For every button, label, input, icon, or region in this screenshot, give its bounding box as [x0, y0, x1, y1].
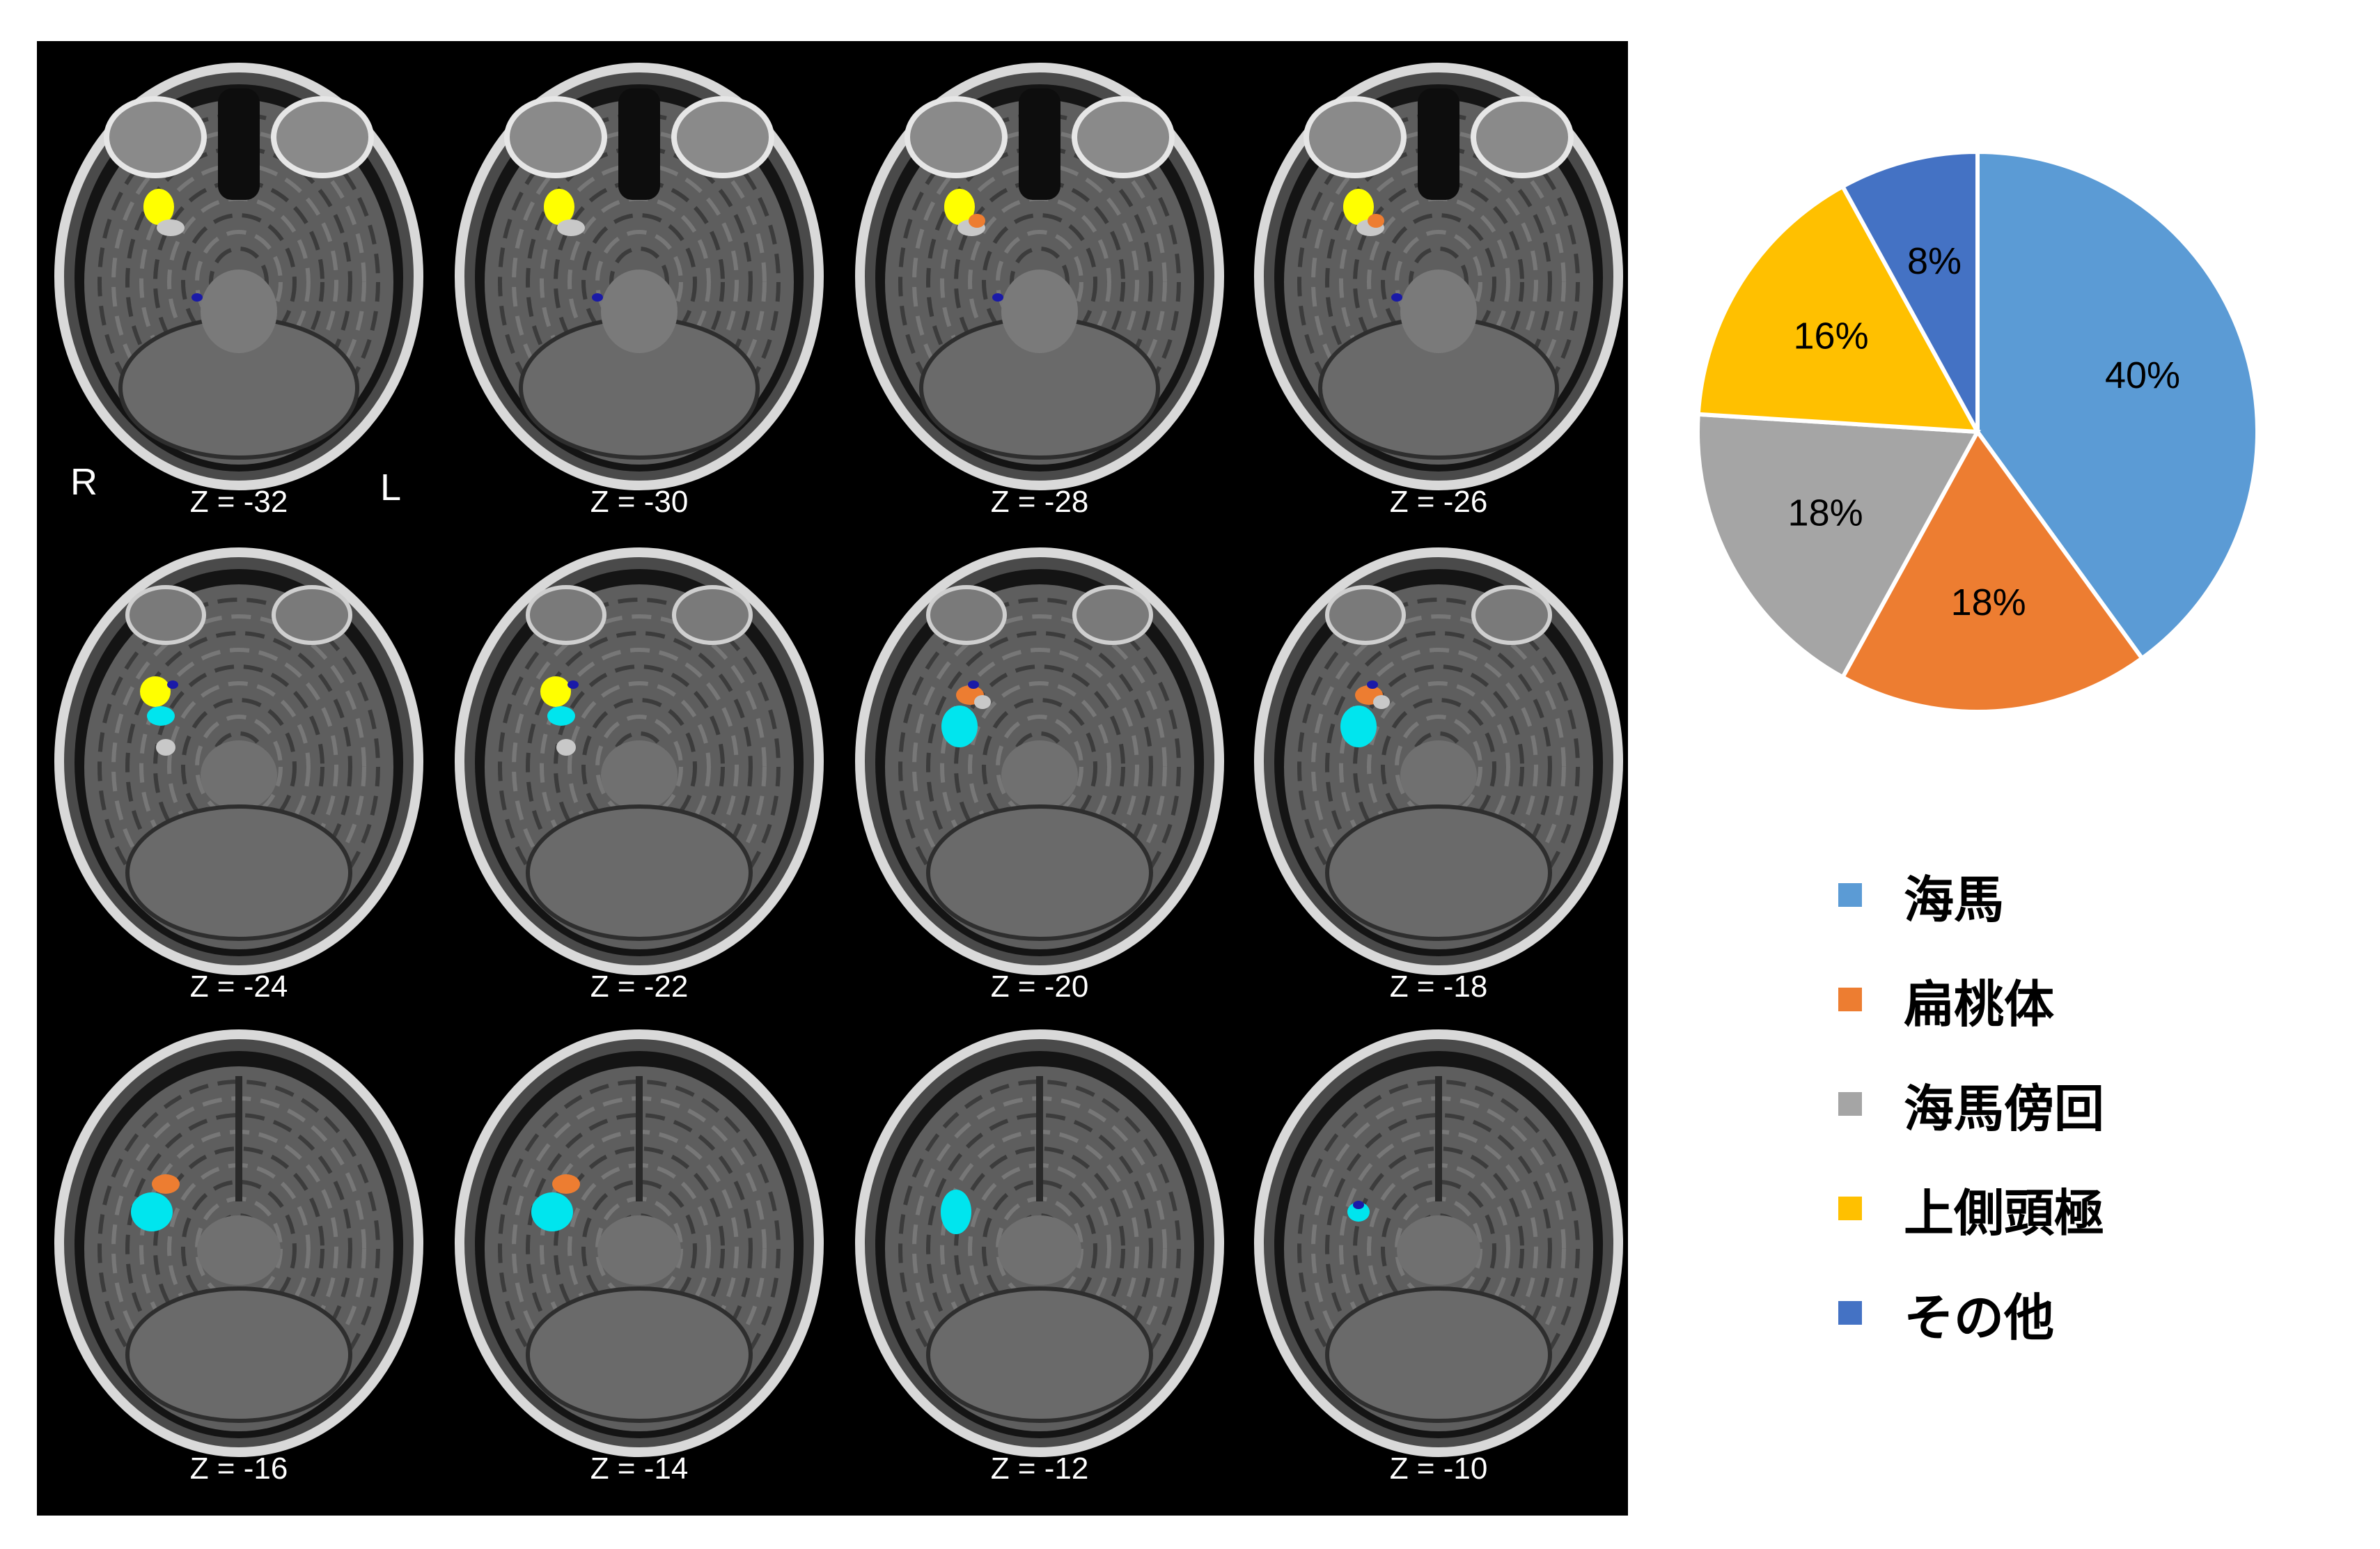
mri-slice: Z = -22 [444, 545, 834, 1019]
brain-slice-image [1254, 547, 1623, 975]
slice-z-label: Z = -24 [189, 970, 288, 1004]
slice-z-label: Z = -20 [990, 970, 1089, 1004]
pie-data-label: 18% [1788, 492, 1863, 534]
mri-slice: Z = -30 [444, 61, 834, 534]
slice-z-label: Z = -32 [189, 485, 288, 519]
legend-item: 海馬 [1838, 843, 2104, 947]
legend-item: その他 [1838, 1261, 2104, 1365]
pie-data-label: 18% [1951, 582, 2026, 623]
mri-slice: Z = -10 [1244, 1027, 1628, 1501]
roi-overlay [547, 706, 575, 726]
roi-overlay [556, 739, 576, 756]
roi-overlay [941, 706, 978, 747]
legend-label: 海馬 [1904, 870, 2005, 929]
roi-overlay [167, 680, 178, 689]
mri-slice: Z = -16 [44, 1027, 434, 1501]
roi-overlay [1353, 1201, 1364, 1209]
legend-swatch [1838, 1301, 1862, 1325]
roi-overlay [143, 189, 174, 225]
legend-label: 上側頭極 [1904, 1183, 2105, 1243]
slice-z-label: Z = -26 [1389, 485, 1488, 519]
brain-slice-image [54, 547, 423, 975]
roi-overlay [1373, 695, 1390, 709]
slice-z-label: Z = -12 [990, 1451, 1089, 1486]
slice-z-label: Z = -22 [590, 970, 689, 1004]
roi-overlay [567, 680, 579, 689]
mri-slice: Z = -18 [1244, 545, 1628, 1019]
pie-data-label: 16% [1794, 316, 1869, 357]
roi-overlay [592, 293, 603, 302]
pie-data-label: 8% [1907, 240, 1962, 282]
roi-overlay [147, 706, 175, 726]
orientation-left-label: L [380, 467, 402, 508]
pie-chart: 40% 18% 18% 16% 8% [1696, 149, 2260, 714]
brain-slice-image [455, 63, 824, 490]
roi-overlay [557, 219, 585, 236]
brain-slice-image [455, 547, 824, 975]
mri-slice: Z = -12 [845, 1027, 1235, 1501]
roi-overlay [131, 1192, 173, 1231]
slice-z-label: Z = -18 [1389, 970, 1488, 1004]
mri-slice: Z = -14 [444, 1027, 834, 1501]
pie-data-label: 40% [2105, 355, 2180, 396]
roi-overlay [1367, 680, 1378, 689]
roi-overlay [157, 219, 185, 236]
mri-slice-panel: Z = -10 Z = -12 Z = -14 Z = -16 Z = -18 Z = -… [37, 41, 1628, 1516]
roi-overlay [191, 293, 203, 302]
roi-overlay [1343, 189, 1374, 225]
legend-label: 海馬傍回 [1904, 1079, 2105, 1138]
roi-overlay [152, 1174, 180, 1194]
legend-swatch [1838, 1092, 1862, 1116]
slice-z-label: Z = -16 [189, 1451, 288, 1486]
slice-z-label: Z = -30 [590, 485, 689, 519]
roi-overlay [140, 676, 171, 707]
legend-swatch [1838, 883, 1862, 907]
brain-slice-image [54, 1029, 423, 1457]
legend-label: その他 [1904, 1288, 2055, 1347]
pie-slice [1840, 428, 2145, 714]
roi-overlay [1391, 293, 1402, 302]
slice-z-label: Z = -10 [1389, 1451, 1488, 1486]
brain-slice-image [855, 1029, 1224, 1457]
roi-overlay [968, 680, 979, 689]
legend-item: 海馬傍回 [1838, 1052, 2104, 1156]
slice-z-label: Z = -28 [990, 485, 1089, 519]
brain-slice-image [54, 63, 423, 490]
roi-overlay [1368, 214, 1384, 228]
mri-slice: Z = -24 [44, 545, 434, 1019]
mri-slice: Z = -20 [845, 545, 1235, 1019]
legend-item: 上側頭極 [1838, 1156, 2104, 1261]
brain-slice-image [855, 63, 1224, 490]
pie-slice [1696, 412, 1981, 680]
brain-slice-image [1254, 1029, 1623, 1457]
legend-swatch [1838, 1197, 1862, 1220]
chart-legend: 海馬 扁桃体 海馬傍回 上側頭極 その他 [1838, 843, 2104, 1365]
roi-overlay [544, 189, 574, 225]
roi-overlay [941, 1190, 971, 1234]
roi-overlay [969, 214, 985, 228]
roi-overlay [1340, 706, 1377, 747]
brain-slice-image [1254, 63, 1623, 490]
roi-overlay [974, 695, 991, 709]
brain-slice-image [455, 1029, 824, 1457]
pie-slice [1840, 149, 1980, 433]
roi-overlay [531, 1192, 573, 1231]
orientation-right-label: R [70, 461, 97, 503]
legend-item: 扁桃体 [1838, 947, 2104, 1052]
brain-slice-image [855, 547, 1224, 975]
pie-slice [1696, 183, 1982, 435]
mri-slice: Z = -32 [44, 61, 434, 534]
mri-slice: Z = -26 [1244, 61, 1628, 534]
legend-label: 扁桃体 [1904, 974, 2055, 1034]
roi-overlay [540, 676, 571, 707]
pie-slice [1975, 149, 2260, 662]
roi-overlay [992, 293, 1003, 302]
slice-z-label: Z = -14 [590, 1451, 689, 1486]
roi-overlay [156, 739, 175, 756]
legend-swatch [1838, 988, 1862, 1011]
roi-overlay [944, 189, 975, 225]
roi-overlay [1347, 1202, 1370, 1222]
roi-overlay [552, 1174, 580, 1194]
mri-slice: Z = -28 [845, 61, 1235, 534]
